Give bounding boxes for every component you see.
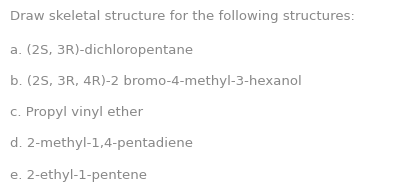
Text: Draw skeletal structure for the following structures:: Draw skeletal structure for the followin… [10, 10, 354, 23]
Text: b. (2S, 3R, 4R)-2 bromo-4-methyl-3-hexanol: b. (2S, 3R, 4R)-2 bromo-4-methyl-3-hexan… [10, 75, 301, 88]
Text: e. 2-ethyl-1-pentene: e. 2-ethyl-1-pentene [10, 169, 147, 182]
Text: c. Propyl vinyl ether: c. Propyl vinyl ether [10, 106, 143, 119]
Text: d. 2-methyl-1,4-pentadiene: d. 2-methyl-1,4-pentadiene [10, 137, 193, 151]
Text: a. (2S, 3R)-dichloropentane: a. (2S, 3R)-dichloropentane [10, 44, 193, 57]
